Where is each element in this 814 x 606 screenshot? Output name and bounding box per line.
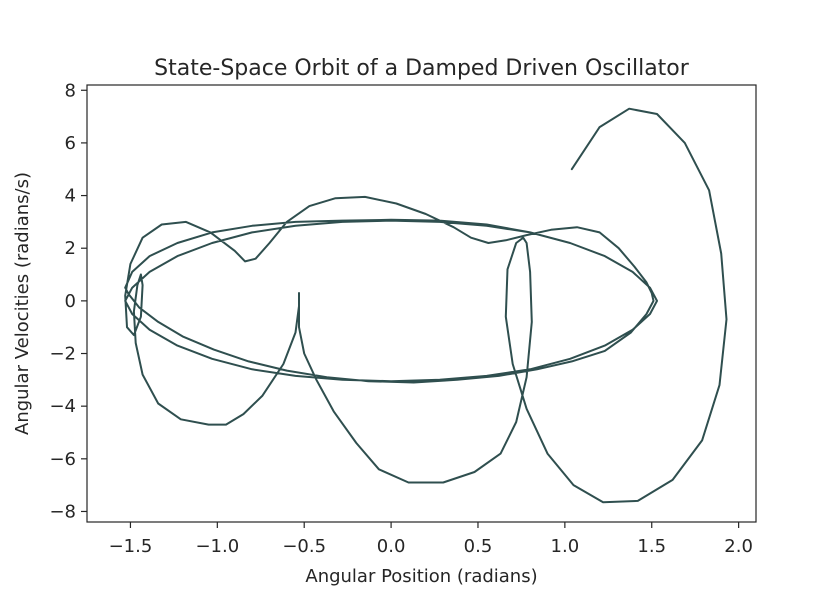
x-tick-label: −0.5: [282, 536, 326, 557]
y-tick-label: 6: [65, 133, 76, 154]
y-tick-label: −2: [49, 344, 76, 365]
y-axis-ticks: −8 −6 −4 −2 0 2 4 6 8: [49, 80, 87, 522]
x-tick-label: −1.5: [109, 536, 153, 557]
plot-frame: [86, 84, 757, 523]
x-tick-label: 0.0: [377, 536, 406, 557]
y-tick-label: 8: [65, 80, 76, 101]
chart-title: State-Space Orbit of a Damped Driven Osc…: [154, 56, 690, 81]
y-axis-label: Angular Velocities (radians/s): [12, 172, 33, 435]
y-tick-label: 2: [65, 238, 76, 259]
y-tick-label: −4: [49, 396, 76, 417]
x-axis-label: Angular Position (radians): [305, 566, 537, 587]
y-tick-label: −8: [49, 501, 76, 522]
y-tick-label: −6: [49, 449, 76, 470]
x-tick-label: −1.0: [195, 536, 239, 557]
y-tick-label: 0: [65, 291, 76, 312]
x-tick-label: 1.5: [637, 536, 666, 557]
x-tick-label: 0.5: [464, 536, 493, 557]
x-tick-label: 1.0: [551, 536, 580, 557]
series-layer: [124, 107, 728, 504]
x-axis-ticks: −1.5 −1.0 −0.5 0.0 0.5 1.0 1.5 2.0: [109, 522, 753, 557]
orbit-trajectory-line: [124, 107, 728, 504]
y-tick-label: 4: [65, 186, 76, 207]
x-tick-label: 2.0: [724, 536, 753, 557]
